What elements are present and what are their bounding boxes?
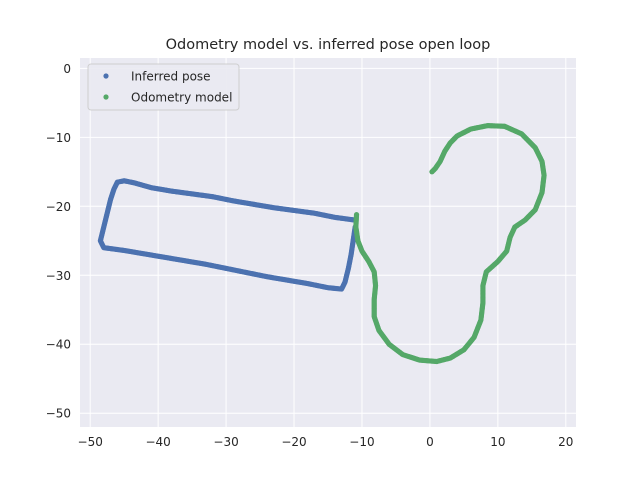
- x-tick-label: 0: [426, 435, 434, 449]
- legend-label: Inferred pose: [131, 70, 211, 84]
- x-tick-label: −50: [78, 435, 103, 449]
- x-tick-label: 20: [558, 435, 573, 449]
- x-tick-label: −40: [145, 435, 170, 449]
- legend-label: Odometry model: [131, 91, 232, 105]
- grid: [80, 58, 576, 427]
- y-tick-label: −10: [46, 131, 71, 145]
- x-tick-label: −20: [281, 435, 306, 449]
- y-tick-label: 0: [63, 62, 71, 76]
- y-tick-label: −30: [46, 269, 71, 283]
- data-point: [429, 169, 435, 175]
- y-tick-label: −20: [46, 200, 71, 214]
- x-tick-label: −30: [213, 435, 238, 449]
- y-axis: 0 −10 −20 −30 −40 −50: [46, 62, 71, 421]
- series-inferred-pose: [97, 178, 358, 292]
- y-tick-label: −40: [46, 338, 71, 352]
- legend-marker: [103, 73, 109, 79]
- series-odometry-model: [353, 122, 547, 365]
- x-axis: −50 −40 −30 −20 −10 0 10 20: [78, 435, 574, 449]
- legend-marker: [103, 94, 109, 100]
- y-tick-label: −50: [46, 407, 71, 421]
- series-layer: [97, 122, 547, 365]
- plot-area: [80, 58, 576, 427]
- legend: Inferred pose Odometry model: [87, 63, 240, 111]
- x-tick-label: 10: [490, 435, 505, 449]
- legend-box: [87, 63, 240, 111]
- chart-title: Odometry model vs. inferred pose open lo…: [166, 37, 491, 53]
- x-tick-label: −10: [349, 435, 374, 449]
